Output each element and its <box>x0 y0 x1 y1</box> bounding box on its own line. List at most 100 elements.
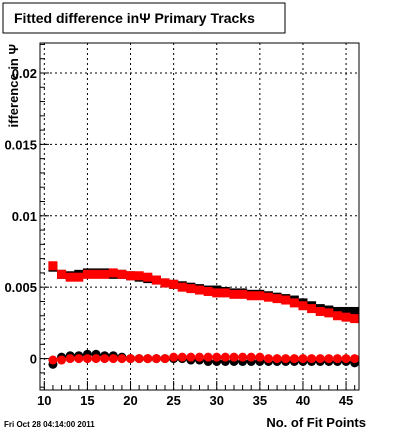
data-point <box>324 308 334 318</box>
data-point <box>238 352 248 362</box>
data-point <box>151 275 161 285</box>
data-point <box>281 354 291 364</box>
chart-title-box <box>2 2 286 34</box>
data-point <box>263 292 273 302</box>
data-point <box>332 354 342 364</box>
data-point <box>195 352 204 362</box>
data-point <box>186 284 196 294</box>
data-point <box>100 354 110 364</box>
data-point <box>100 269 110 279</box>
data-point <box>203 286 213 296</box>
data-point <box>126 354 136 364</box>
data-point <box>289 354 299 364</box>
data-point <box>117 269 127 279</box>
data-point <box>160 278 170 288</box>
data-point <box>341 306 351 316</box>
data-point <box>169 352 179 362</box>
chart-title: Fitted difference inΨ Primary Tracks <box>14 10 255 26</box>
data-point <box>74 272 84 282</box>
data-point <box>57 355 67 365</box>
data-point <box>143 354 153 364</box>
data-point <box>151 354 161 364</box>
x-tick-labels: 10 15 20 25 30 35 40 45 <box>37 393 353 408</box>
data-point <box>246 291 256 301</box>
data-point <box>65 354 75 364</box>
data-point <box>57 269 67 279</box>
y-tick-label: 0.005 <box>4 280 37 295</box>
data-point <box>82 354 92 364</box>
data-point <box>229 352 239 362</box>
data-point <box>108 268 118 278</box>
data-point <box>203 352 213 362</box>
data-point <box>341 312 351 322</box>
plot-frame-border <box>39 42 360 391</box>
data-point <box>212 352 222 362</box>
data-point <box>263 354 273 364</box>
axis-ticks <box>40 43 356 390</box>
data-point <box>289 298 299 308</box>
data-point <box>238 289 248 299</box>
timestamp: Fri Oct 28 04:14:00 2011 <box>4 420 95 429</box>
data-point <box>91 269 101 279</box>
data-point <box>195 285 204 295</box>
x-tick-label: 30 <box>210 393 224 408</box>
plot-frame <box>39 42 360 391</box>
y-tick-labels: 0 0.005 0.01 0.015 0.02 <box>4 66 37 367</box>
data-point <box>246 352 256 362</box>
data-point <box>350 306 360 316</box>
y-tick-label: 0.01 <box>12 209 37 224</box>
x-tick-label: 40 <box>296 393 310 408</box>
data-point <box>341 354 351 364</box>
data-markers <box>39 42 360 391</box>
data-point <box>298 301 308 311</box>
data-point <box>229 289 239 299</box>
y-tick-label: 0 <box>30 352 37 367</box>
data-point <box>350 314 360 324</box>
data-point <box>315 354 325 364</box>
data-point <box>160 354 170 364</box>
data-point <box>74 354 84 364</box>
data-point <box>220 352 230 362</box>
data-point <box>169 279 179 289</box>
data-point <box>272 294 282 304</box>
y-tick-label: 0.015 <box>4 137 37 152</box>
x-tick-label: 45 <box>339 393 353 408</box>
data-point <box>177 352 187 362</box>
data-point <box>332 311 342 321</box>
data-point <box>324 354 334 364</box>
data-point <box>255 352 265 362</box>
data-point <box>48 355 58 365</box>
data-point <box>108 354 118 364</box>
data-point <box>65 272 75 282</box>
x-axis-title: No. of Fit Points <box>266 415 366 430</box>
data-point <box>307 354 317 364</box>
data-point <box>350 354 360 364</box>
data-point <box>82 269 92 279</box>
data-point <box>272 354 282 364</box>
data-point <box>143 272 153 282</box>
series-3 <box>48 352 360 365</box>
y-axis-title: ifference in Ψ <box>6 44 21 127</box>
data-point <box>134 271 144 281</box>
data-point <box>212 288 222 298</box>
series-1 <box>48 261 360 324</box>
x-tick-label: 15 <box>80 393 94 408</box>
data-point <box>298 354 308 364</box>
data-point <box>281 295 291 305</box>
data-point <box>134 354 144 364</box>
x-tick-label: 35 <box>253 393 267 408</box>
y-tick-label: 0.02 <box>12 66 37 81</box>
data-point <box>117 354 127 364</box>
data-point <box>255 291 265 301</box>
data-point <box>315 306 325 316</box>
data-point <box>177 282 187 292</box>
x-tick-label: 25 <box>166 393 180 408</box>
data-point <box>91 354 101 364</box>
data-point <box>126 271 136 281</box>
data-point <box>307 304 317 314</box>
data-point <box>48 261 58 271</box>
data-point <box>220 288 230 298</box>
data-point <box>186 352 196 362</box>
x-tick-label: 20 <box>123 393 137 408</box>
